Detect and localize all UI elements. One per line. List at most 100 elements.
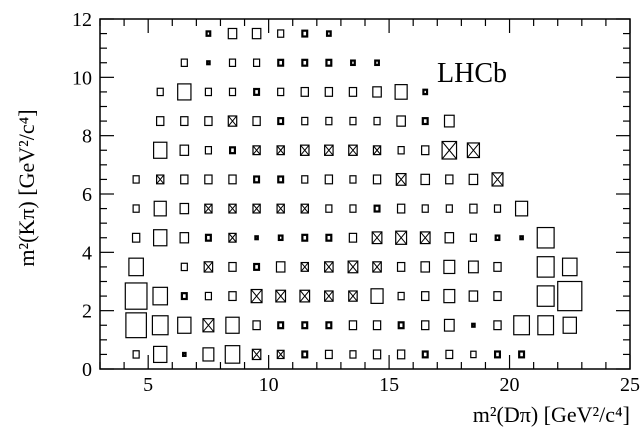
bin-box-rect <box>372 320 382 331</box>
bin-box-rect <box>179 232 190 244</box>
bin-box-rect <box>180 116 189 127</box>
bin-box <box>156 174 165 185</box>
bin-box <box>536 256 555 278</box>
bin-cross-line <box>491 172 504 187</box>
bin-box-rect <box>325 58 333 67</box>
bin-box <box>349 175 357 184</box>
bin-box <box>180 58 188 67</box>
bin-cross-line <box>276 203 285 214</box>
bin-box-rect <box>421 350 429 359</box>
bin-box-rect <box>372 145 382 156</box>
bin-box <box>300 261 309 272</box>
bin-box-rect <box>371 231 383 245</box>
bin-box <box>471 322 476 328</box>
bin-box-rect <box>421 320 430 331</box>
bin-box <box>421 291 430 302</box>
bin-box <box>156 87 164 97</box>
bin-box-rect <box>206 60 211 66</box>
bin-box <box>420 173 431 186</box>
bin-box-rect <box>468 173 479 186</box>
bin-box <box>561 257 578 277</box>
bin-box-rect <box>275 261 286 273</box>
bin-box-rect <box>275 289 287 303</box>
bin-box-rect <box>467 260 479 274</box>
bin-box <box>469 203 478 214</box>
bin-box-rect <box>348 232 358 243</box>
bin-box-rect <box>421 291 430 302</box>
bin-box-rect <box>205 30 212 37</box>
bin-box <box>374 59 380 67</box>
bin-box-rect <box>277 234 284 242</box>
bin-box-rect <box>421 117 429 126</box>
bin-box <box>443 318 455 332</box>
bin-box <box>491 172 504 187</box>
bin-box-rect <box>493 261 502 272</box>
bin-box-rect <box>276 349 285 360</box>
bin-box <box>204 174 213 185</box>
bin-box-rect <box>228 87 237 97</box>
bin-box <box>396 203 406 214</box>
bin-box <box>251 27 262 40</box>
bin-box <box>325 204 333 213</box>
bin-box <box>251 348 262 361</box>
bin-box-rect <box>443 288 456 304</box>
bin-box <box>131 232 141 243</box>
bin-box <box>349 350 357 359</box>
bin-box <box>179 232 190 244</box>
bin-box-rect <box>513 315 531 336</box>
bin-box <box>396 261 406 272</box>
bin-box-rect <box>443 259 456 275</box>
bin-box <box>252 116 261 127</box>
bin-box-rect <box>301 116 309 126</box>
bin-box <box>151 315 169 336</box>
bin-box-rect <box>300 203 309 214</box>
bin-box-rect <box>250 288 263 304</box>
bin-box-rect <box>469 233 478 242</box>
bin-cross-line <box>203 261 214 273</box>
bin-box-rect <box>204 87 213 97</box>
bin-box <box>324 261 334 273</box>
bin-box <box>128 257 144 277</box>
bin-cross-line <box>299 289 310 303</box>
bin-box-rect <box>153 345 168 364</box>
bin-box-rect <box>514 200 529 217</box>
bin-box-rect <box>228 232 237 243</box>
bin-box <box>227 115 238 127</box>
bin-box-rect <box>557 280 583 312</box>
bin-box <box>420 261 431 273</box>
bin-box <box>468 173 479 186</box>
bin-box <box>536 226 555 249</box>
bin-box <box>493 204 502 213</box>
bin-box <box>445 174 454 185</box>
bin-box <box>204 233 212 242</box>
bin-box-rect <box>350 59 356 67</box>
bin-cross-line <box>373 145 382 155</box>
bin-box-rect <box>202 318 215 333</box>
bin-box <box>253 262 261 271</box>
bin-box-rect <box>324 290 334 302</box>
bin-box-rect <box>254 235 259 241</box>
bin-box <box>153 141 168 159</box>
x-tick-label: 10 <box>259 374 279 396</box>
bin-box-rect <box>421 204 429 213</box>
bin-box <box>202 347 215 362</box>
bin-box-rect <box>252 320 261 331</box>
bin-cross-line <box>250 289 263 303</box>
bin-box <box>348 86 358 97</box>
bin-box <box>421 117 429 126</box>
bin-cross-line <box>441 141 457 160</box>
bin-box <box>227 27 238 40</box>
bin-box <box>370 288 384 304</box>
bin-box-rect <box>324 174 334 185</box>
bin-cross-line <box>300 144 310 156</box>
bin-box <box>444 232 455 244</box>
bin-box-rect <box>536 256 555 278</box>
bin-box-rect <box>277 117 285 126</box>
bin-box-rect <box>395 172 407 186</box>
bin-box-rect <box>228 203 237 214</box>
bin-box-rect <box>325 321 333 330</box>
x-tick-label: 15 <box>379 374 399 396</box>
bin-box <box>445 204 453 213</box>
bin-box <box>536 285 555 307</box>
